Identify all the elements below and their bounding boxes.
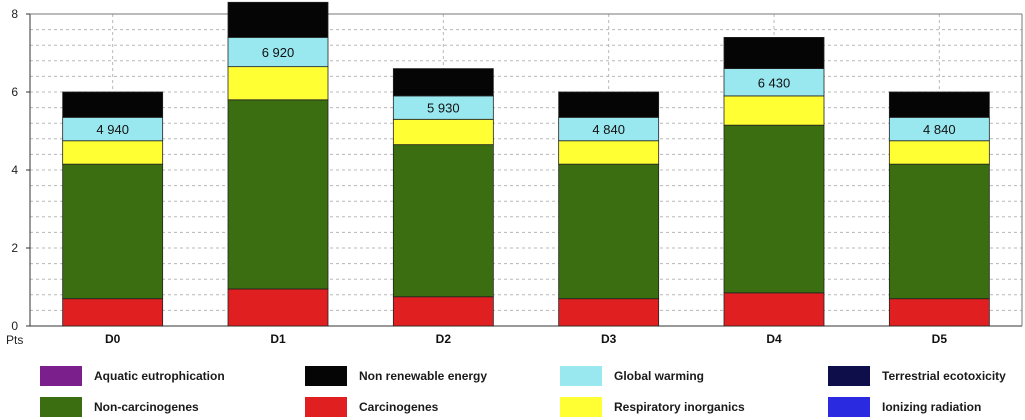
- legend-item-non-carcinogenes: Non-carcinogenes: [40, 396, 199, 418]
- legend-swatch: [560, 397, 602, 417]
- legend-swatch: [40, 397, 82, 417]
- legend-swatch: [828, 366, 870, 386]
- legend-swatch: [305, 397, 347, 417]
- x-tick-label: D4: [766, 332, 782, 346]
- bar-segment: [888, 298, 990, 327]
- bar-segment: [723, 68, 825, 97]
- y-tick-label: 8: [11, 7, 18, 21]
- bar-segment: [392, 144, 494, 298]
- legend-item-terrestrial-ecotoxicity: Terrestrial ecotoxicity: [828, 365, 1006, 387]
- bar-segment: [558, 163, 660, 300]
- x-tick-label: D1: [270, 332, 286, 346]
- legend-item-respiratory-inorganics: Respiratory inorganics: [560, 396, 745, 418]
- data-label: 6 920: [262, 45, 295, 60]
- legend-item-non-renewable-energy: Non renewable energy: [305, 365, 487, 387]
- legend-swatch: [828, 397, 870, 417]
- legend-item-ionizing-radiation: Ionizing radiation: [828, 396, 981, 418]
- bar-segment: [62, 163, 164, 300]
- bar-segment: [227, 99, 329, 290]
- y-tick-label: 2: [11, 241, 18, 255]
- data-label: 6 430: [758, 75, 791, 90]
- legend-item-aquatic-eutrophication: Aquatic eutrophication: [40, 365, 225, 387]
- y-tick-label: 4: [11, 163, 18, 177]
- bar-segment: [392, 296, 494, 327]
- bar-segment: [888, 140, 990, 165]
- bar-segment: [723, 37, 825, 70]
- x-tick-label: D3: [601, 332, 617, 346]
- y-tick-label: 0: [11, 319, 18, 333]
- x-tick-label: D0: [105, 332, 121, 346]
- bar-segment: [723, 95, 825, 126]
- x-tick-label: D5: [932, 332, 948, 346]
- data-label: 4 940: [96, 122, 129, 137]
- data-label: 5 930: [427, 101, 460, 116]
- bar-segment: [62, 91, 164, 118]
- data-label: 4 840: [923, 122, 956, 137]
- legend-label: Terrestrial ecotoxicity: [882, 369, 1006, 383]
- x-tick-label: D2: [436, 332, 452, 346]
- bar-segment: [723, 292, 825, 327]
- legend-label: Global warming: [614, 369, 705, 383]
- bar-segment: [392, 118, 494, 146]
- legend-label: Respiratory inorganics: [614, 400, 745, 414]
- bar-segment: [723, 124, 825, 294]
- bar-segment: [888, 163, 990, 300]
- bar-segment: [62, 298, 164, 327]
- legend-item-carcinogenes: Carcinogenes: [305, 396, 438, 418]
- bar-segment: [558, 140, 660, 165]
- y-tick-label: 6: [11, 85, 18, 99]
- stacked-bar-chart: 0 2 4 6 8 Pts 4 940 D0 6 920 D1 5 930 D2 4 840 D3 6 43…: [6, 1, 1023, 347]
- bar-segment: [227, 288, 329, 327]
- legend-swatch: [305, 366, 347, 386]
- bar-segment: [558, 298, 660, 327]
- y-axis-label: Pts: [6, 333, 23, 347]
- plot-area: [30, 14, 1022, 326]
- legend-label: Ionizing radiation: [882, 400, 982, 414]
- legend-swatch: [40, 366, 82, 386]
- bar-segment: [227, 1, 329, 38]
- chart-legend: Aquatic eutrophication Non renewable ene…: [0, 360, 1025, 420]
- data-label: 4 840: [592, 122, 625, 137]
- bar-segment: [227, 37, 329, 68]
- bar-segment: [558, 91, 660, 118]
- bar-segment: [227, 66, 329, 101]
- legend-swatch: [560, 366, 602, 386]
- legend-label: Non-carcinogenes: [94, 400, 199, 414]
- bar-segment: [62, 140, 164, 165]
- legend-label: Aquatic eutrophication: [94, 369, 225, 383]
- legend-item-global-warming: Global warming: [560, 365, 704, 387]
- legend-label: Non renewable energy: [359, 369, 488, 383]
- bar-segment: [888, 91, 990, 118]
- bar-segment: [392, 68, 494, 97]
- legend-label: Carcinogenes: [359, 400, 439, 414]
